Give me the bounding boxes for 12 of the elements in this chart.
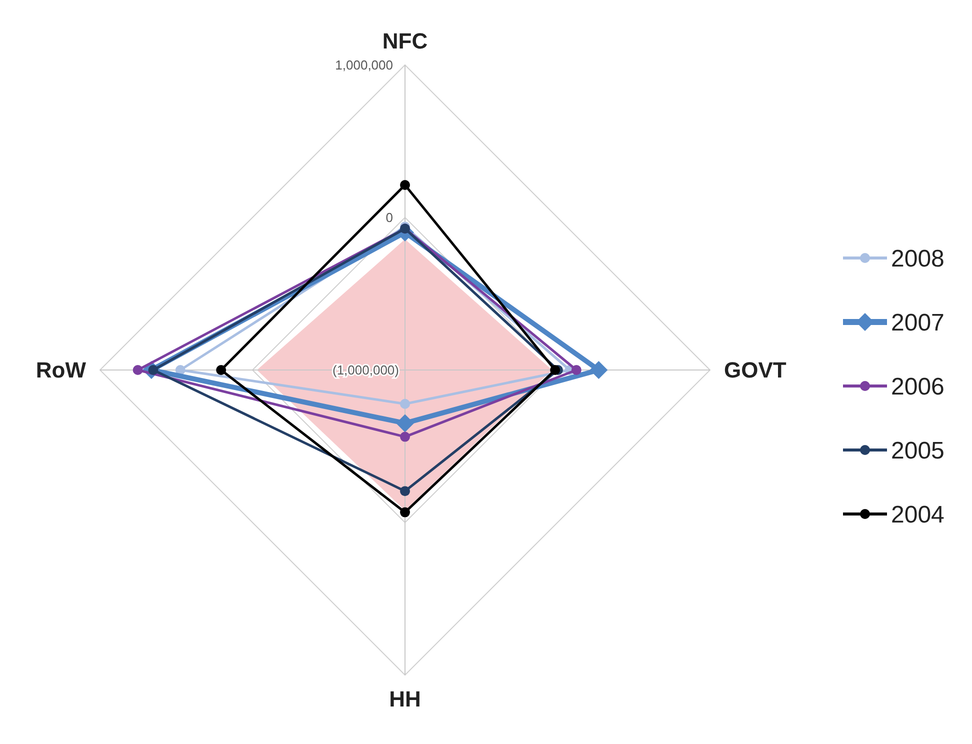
- y-tick-label: 0: [386, 210, 393, 226]
- legend-label: 2007: [891, 309, 944, 336]
- spoke-label: HH: [389, 686, 421, 712]
- legend-label: 2005: [891, 437, 944, 464]
- spoke-label: GOVT: [724, 358, 787, 383]
- legend-label: 2008: [891, 245, 944, 272]
- spoke-label: RoW: [36, 358, 86, 383]
- y-tick-label: (1,000,000): [332, 362, 399, 378]
- legend-label: 2004: [891, 501, 944, 528]
- legend-label: 2006: [891, 373, 944, 400]
- spoke-label: NFC: [382, 28, 428, 54]
- y-tick-label: 1,000,000: [335, 58, 393, 73]
